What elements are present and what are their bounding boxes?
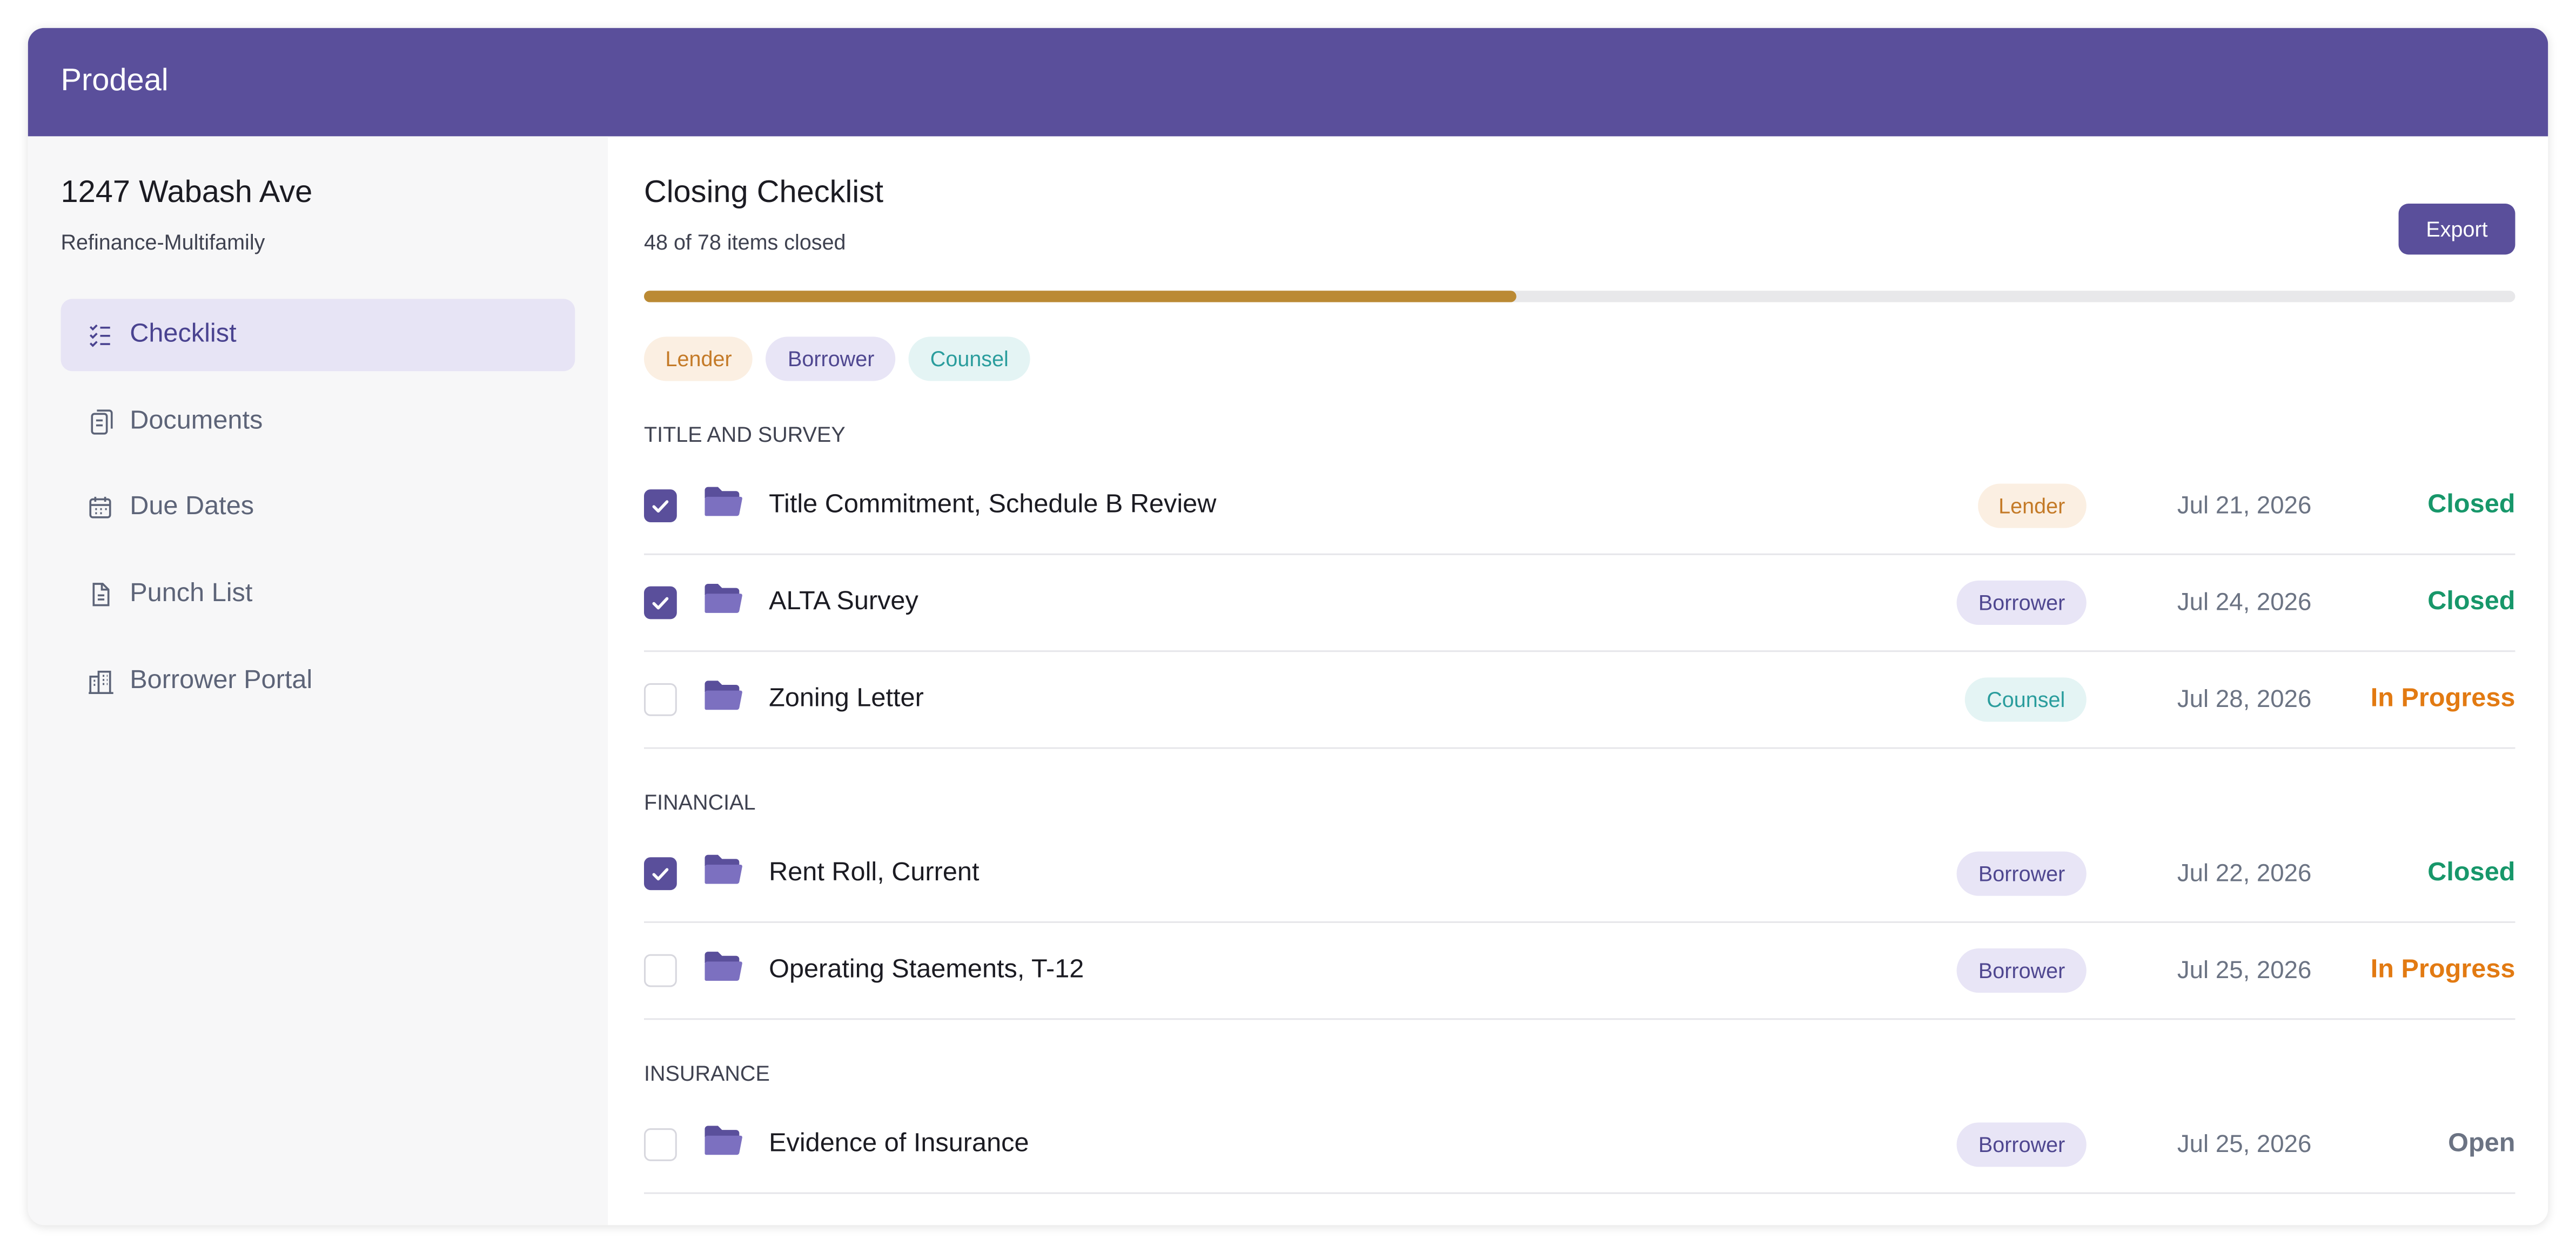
sections: TITLE AND SURVEY Title Commitment, Schedu… [643, 410, 2515, 1194]
top-bar: Prodeal [28, 28, 2548, 137]
progress-track [643, 291, 2515, 302]
export-button[interactable]: Export [2398, 204, 2515, 255]
checkbox[interactable] [643, 683, 677, 716]
nav-item[interactable]: Documents [61, 386, 575, 458]
status: In Progress [2370, 685, 2515, 713]
checklist-row[interactable]: ALTA Survey Borrower Jul 24, 2026 Closed [643, 555, 2515, 652]
section-title: INSURANCE [643, 1061, 770, 1086]
nav-item[interactable]: Checklist [61, 299, 575, 372]
party-tag: Borrower [1957, 580, 2087, 625]
item-name: ALTA Survey [769, 588, 918, 616]
summary: 48 of 78 items closed [643, 230, 846, 255]
due-date: Jul 25, 2026 [2177, 1130, 2312, 1159]
filter-chip[interactable]: Counsel [909, 336, 1030, 381]
nav-item[interactable]: Borrower Portal [61, 645, 575, 717]
nav-label: Checklist [130, 320, 237, 348]
nav-label: Documents [130, 407, 263, 435]
checkbox[interactable] [643, 1128, 677, 1161]
check-mark [652, 500, 669, 513]
filter-chip[interactable]: Lender [643, 336, 754, 381]
item-name: Zoning Letter [769, 685, 924, 713]
sidebar: 1247 Wabash Ave Refinance-Multifamily Ch… [28, 136, 608, 1225]
due-date: Jul 25, 2026 [2177, 956, 2312, 985]
folder-icon [703, 679, 744, 720]
item-name: Operating Staements, T-12 [769, 955, 1084, 984]
item-name: Evidence of Insurance [769, 1130, 1029, 1158]
status: In Progress [2370, 955, 2515, 984]
status: Open [2448, 1130, 2515, 1158]
section-title: FINANCIAL [643, 790, 756, 815]
progress-fill [643, 291, 1516, 302]
nav-label: Punch List [130, 580, 253, 608]
page-title: Closing Checklist [643, 176, 884, 211]
filters: Lender Borrower Counsel [643, 336, 1030, 381]
filter-chip[interactable]: Borrower [766, 336, 896, 381]
checklist-row[interactable]: Title Commitment, Schedule B Review Lende… [643, 458, 2515, 555]
check-mark [652, 868, 669, 881]
checkbox[interactable] [643, 954, 677, 987]
nav-label: Due Dates [130, 493, 254, 522]
folder-icon [703, 1124, 744, 1165]
nav: Checklist Documents Due Dates Punch List Bor… [61, 299, 575, 731]
check-mark [652, 597, 669, 610]
item-name: Title Commitment, Schedule B Review [769, 491, 1217, 519]
checklist-row[interactable]: Operating Staements, T-12 Borrower Jul 25,… [643, 923, 2515, 1020]
app-window: Prodeal 1247 Wabash Ave Refinance-Multif… [28, 28, 2548, 1225]
checklist-row[interactable]: Evidence of Insurance Borrower Jul 25, 202… [643, 1097, 2515, 1194]
party-tag: Counsel [1965, 677, 2087, 722]
nav-icon [92, 583, 110, 607]
checklist-row[interactable]: Zoning Letter Counsel Jul 28, 2026 In Progr… [643, 652, 2515, 749]
due-date: Jul 22, 2026 [2177, 859, 2312, 888]
nav-icon [91, 409, 113, 434]
nav-item[interactable]: Due Dates [61, 472, 575, 544]
folder-icon [703, 582, 744, 623]
folder-icon [703, 853, 744, 894]
deal-type: Refinance-Multifamily [61, 230, 265, 255]
nav-item[interactable]: Punch List [61, 558, 575, 631]
checklist-row[interactable]: Rent Roll, Current Borrower Jul 22, 2026 Cl… [643, 826, 2515, 923]
main: Closing Checklist 48 of 78 items closed … [643, 136, 2515, 1225]
status: Closed [2427, 859, 2515, 887]
app-name: Prodeal [61, 64, 169, 99]
nav-icon [89, 497, 111, 519]
due-date: Jul 28, 2026 [2177, 685, 2312, 714]
nav-icon [89, 324, 110, 347]
party-tag: Borrower [1957, 948, 2087, 993]
party-tag: Lender [1977, 483, 2087, 528]
folder-icon [703, 950, 744, 991]
property-name: 1247 Wabash Ave [61, 176, 313, 211]
due-date: Jul 24, 2026 [2177, 589, 2312, 617]
folder-icon [703, 486, 744, 527]
nav-icon [89, 670, 113, 694]
checkbox[interactable] [643, 857, 677, 891]
party-tag: Borrower [1957, 851, 2087, 896]
nav-label: Borrower Portal [130, 666, 313, 695]
checkbox[interactable] [643, 586, 677, 619]
party-tag: Borrower [1957, 1122, 2087, 1167]
status: Closed [2427, 588, 2515, 616]
section-title: TITLE AND SURVEY [643, 422, 846, 447]
checkbox[interactable] [643, 489, 677, 522]
item-name: Rent Roll, Current [769, 859, 980, 887]
status: Closed [2427, 491, 2515, 519]
due-date: Jul 21, 2026 [2177, 491, 2312, 520]
